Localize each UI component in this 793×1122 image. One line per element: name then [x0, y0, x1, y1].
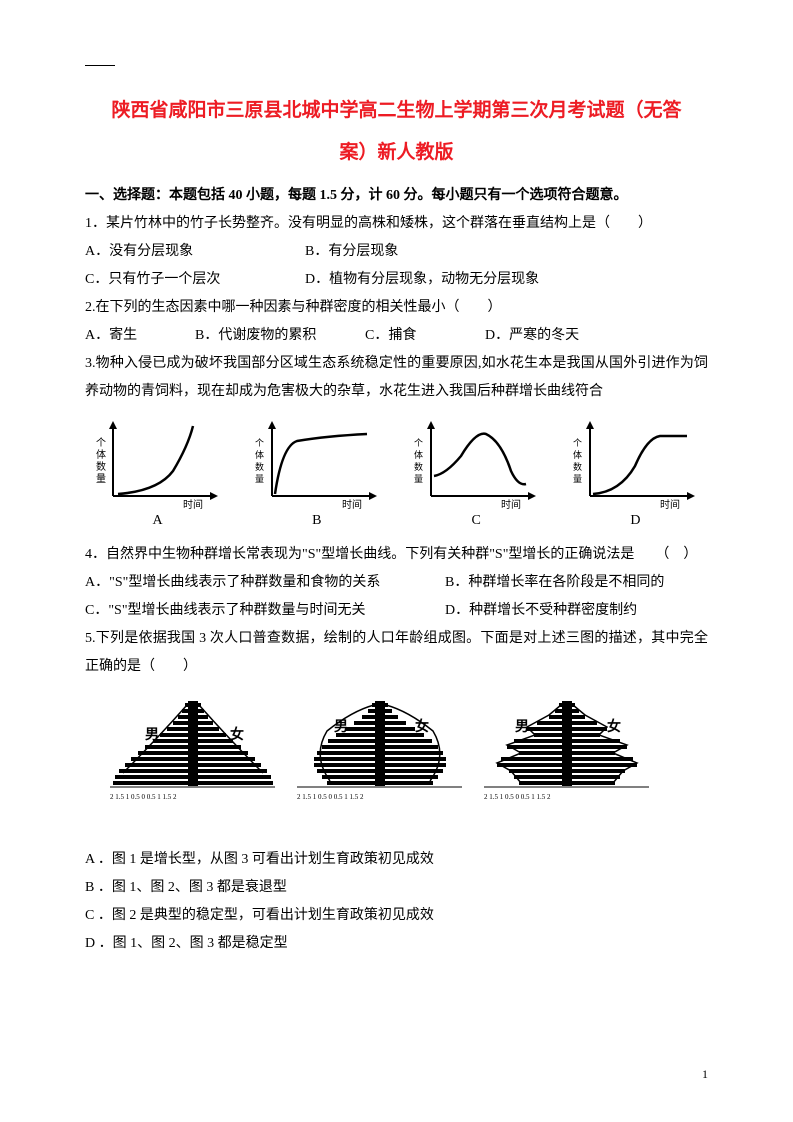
svg-text:个: 个: [255, 438, 264, 448]
q5-optB: B ．图 1、图 2、图 3 都是衰退型: [85, 874, 708, 902]
svg-text:2 1.5 1 0.5 0 0.5 1 1.5: 2 1.5 1 0.5 0 0.5 1 1.5 2: [297, 793, 364, 801]
svg-text:2 1.5 1 0.5 0 0.5 1 1.5: 2 1.5 1 0.5 0 0.5 1 1.5 2: [110, 793, 177, 801]
chart-C-label: C: [471, 513, 480, 529]
svg-text:体: 体: [255, 449, 264, 460]
svg-text:个: 个: [96, 437, 106, 449]
pyramid-3: 男 女 2 1.5 1 0.5 0 0.5 1 1.5 2: [479, 691, 654, 806]
pyramid-1: 男 女 2 1.5 1 0.5 0 0.5 1 1.5 2: [105, 691, 280, 806]
svg-text:量: 量: [255, 474, 264, 484]
svg-text:个: 个: [573, 438, 582, 448]
q1-optA: A．没有分层现象: [85, 238, 305, 266]
svg-text:数: 数: [255, 461, 264, 472]
title-line2: 案）新人教版: [85, 132, 708, 174]
q2-optC: C．捕食: [365, 322, 485, 350]
pyramid-2: 男 女 2 1.5 1 0.5 0 0.5 1 1.5 2: [292, 691, 467, 806]
svg-text:量: 量: [96, 473, 106, 485]
chart-D-label: D: [630, 513, 640, 529]
chart-row: 个 体 数 量 时间 A 个 体 数 量 时间 B: [85, 416, 708, 531]
q1-options: A．没有分层现象 B．有分层现象 C．只有竹子一个层次 D．植物有分层现象，动物…: [85, 238, 708, 294]
section-header: 一、选择题：本题包括 40 小题，每题 1.5 分，计 60 分。每小题只有一个…: [85, 182, 708, 210]
title-line1: 陕西省咸阳市三原县北城中学高二生物上学期第三次月考试题（无答: [85, 90, 708, 132]
q1-optB: B．有分层现象: [305, 238, 398, 266]
svg-text:男: 男: [515, 719, 529, 735]
chart-A-label: A: [152, 513, 162, 529]
svg-text:个: 个: [414, 438, 423, 448]
q5-optD: D ．图 1、图 2、图 3 都是稳定型: [85, 930, 708, 958]
pyramid-row: 男 女 2 1.5 1 0.5 0 0.5 1 1.5 2: [105, 691, 708, 806]
svg-text:时间: 时间: [183, 498, 203, 511]
q1-optC: C．只有竹子一个层次: [85, 266, 305, 294]
q2-options: A．寄生 B．代谢废物的累积 C．捕食 D．严寒的冬天: [85, 322, 708, 350]
q4-options: A．"S"型增长曲线表示了种群数量和食物的关系 B．种群增长率在各阶段是不相同的…: [85, 569, 708, 625]
svg-text:女: 女: [415, 718, 429, 735]
q2-optD: D．严寒的冬天: [485, 322, 579, 350]
chart-A: 个 体 数 量 时间 A: [85, 416, 230, 531]
svg-text:体: 体: [414, 449, 423, 460]
question-3: 3.物种入侵已成为破坏我国部分区域生态系统稳定性的重要原因,如水花生本是我国从国…: [85, 350, 708, 406]
q4-optA: A．"S"型增长曲线表示了种群数量和食物的关系: [85, 569, 445, 597]
top-rule: [85, 65, 115, 66]
chart-B-label: B: [312, 513, 321, 529]
question-2: 2.在下列的生态因素中哪一种因素与种群密度的相关性最小（ ）: [85, 294, 708, 322]
question-4: 4．自然界中生物种群增长常表现为"S"型增长曲线。下列有关种群"S"型增长的正确…: [85, 541, 708, 569]
q5-optC: C ．图 2 是典型的稳定型，可看出计划生育政策初见成效: [85, 902, 708, 930]
chart-B: 个 体 数 量 时间 B: [244, 416, 389, 531]
svg-text:2 1.5 1 0.5 0 0.5 1 1.5: 2 1.5 1 0.5 0 0.5 1 1.5 2: [484, 793, 551, 801]
q5-optA: A ．图 1 是增长型，从图 3 可看出计划生育政策初见成效: [85, 846, 708, 874]
q4-optB: B．种群增长率在各阶段是不相同的: [445, 569, 664, 597]
svg-text:时间: 时间: [660, 498, 680, 511]
q1-optD: D．植物有分层现象，动物无分层现象: [305, 266, 539, 294]
svg-text:量: 量: [573, 474, 582, 484]
chart-C: 个 体 数 量 时间 C: [404, 416, 549, 531]
q2-optB: B．代谢废物的累积: [195, 322, 365, 350]
svg-text:时间: 时间: [501, 498, 521, 511]
svg-text:男: 男: [145, 727, 159, 743]
question-5: 5.下列是依据我国 3 次人口普查数据，绘制的人口年龄组成图。下面是对上述三图的…: [85, 625, 708, 681]
question-1: 1．某片竹林中的竹子长势整齐。没有明显的高株和矮株，这个群落在垂直结构上是（ ）: [85, 210, 708, 238]
chart-D: 个 体 数 量 时间 D: [563, 416, 708, 531]
svg-text:体: 体: [96, 449, 106, 461]
svg-text:量: 量: [414, 474, 423, 484]
svg-text:数: 数: [96, 460, 106, 473]
q4-optD: D．种群增长不受种群密度制约: [445, 597, 637, 625]
page-number: 1: [702, 1067, 708, 1082]
q2-optA: A．寄生: [85, 322, 195, 350]
svg-text:女: 女: [607, 718, 621, 735]
svg-text:女: 女: [230, 726, 244, 743]
svg-text:时间: 时间: [342, 498, 362, 511]
document-title: 陕西省咸阳市三原县北城中学高二生物上学期第三次月考试题（无答 案）新人教版: [85, 90, 708, 174]
svg-text:数: 数: [573, 461, 582, 472]
q4-optC: C．"S"型增长曲线表示了种群数量与时间无关: [85, 597, 445, 625]
svg-text:男: 男: [334, 719, 348, 735]
svg-text:体: 体: [573, 449, 582, 460]
q5-options: A ．图 1 是增长型，从图 3 可看出计划生育政策初见成效 B ．图 1、图 …: [85, 846, 708, 958]
svg-text:数: 数: [414, 461, 423, 472]
